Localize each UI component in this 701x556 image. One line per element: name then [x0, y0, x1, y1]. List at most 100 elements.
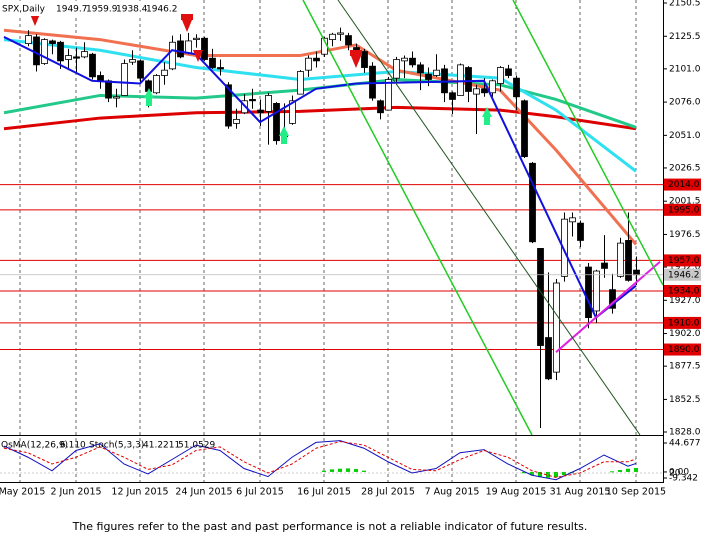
- last-price-tag: [664, 268, 701, 281]
- level-tag: [664, 316, 701, 329]
- level-tag: [664, 284, 701, 297]
- candle-body: [617, 242, 624, 277]
- y-tick-label: 2150.5: [669, 0, 701, 9]
- y-tick-label: 1976.5: [669, 230, 701, 240]
- x-tick-label: 12 Jun 2015: [111, 487, 168, 498]
- osma-bar: [562, 471, 566, 476]
- header-background: [0, 1, 178, 16]
- candle-body: [273, 103, 280, 142]
- osma-name: OsMA(12,26,9): [1, 441, 68, 451]
- candle-body: [49, 40, 56, 44]
- candle-body: [513, 77, 520, 98]
- up-arrow: [482, 107, 492, 125]
- y-tick-label: 1828.0: [669, 428, 701, 438]
- stoch-name: Stoch(5,3,3): [89, 441, 144, 451]
- osma-bar: [330, 469, 334, 472]
- osma-bar: [522, 471, 526, 474]
- candle-body: [97, 75, 104, 82]
- y-tick-label: 2076.0: [669, 98, 701, 108]
- candle-body: [249, 99, 256, 102]
- candle-body: [289, 100, 296, 124]
- candle-body: [129, 59, 136, 63]
- down-arrow: [181, 14, 193, 32]
- level-tag: [664, 203, 701, 216]
- osma-tick-label: 44.677: [669, 439, 701, 449]
- channel-line: [337, 0, 641, 436]
- osma-bar: [554, 471, 558, 478]
- osma-bar: [610, 471, 614, 473]
- osma-value: 6.110: [60, 441, 86, 451]
- candle-body: [305, 57, 312, 71]
- footnote: The figures refer to the past and past p…: [72, 520, 588, 533]
- candle-body: [25, 35, 32, 44]
- y-tick-label: 2051.0: [669, 131, 701, 141]
- level-label: 1957.0: [668, 256, 700, 266]
- candle-body: [153, 75, 160, 94]
- candle-body: [161, 69, 168, 76]
- candle-body: [609, 289, 616, 309]
- candle-body: [217, 67, 224, 70]
- down-arrow: [193, 50, 203, 62]
- x-tick-label: 2 Jun 2015: [50, 487, 101, 498]
- level-label: 1890.0: [668, 345, 700, 355]
- candle-body: [593, 270, 600, 312]
- high-price: 1959.9: [86, 5, 118, 15]
- plot: [0, 0, 663, 482]
- level-label: 2014.0: [668, 180, 700, 190]
- y-tick-label: 2001.5: [669, 197, 701, 207]
- indicator-line: [3, 36, 637, 320]
- osma-bar: [354, 469, 358, 472]
- stoch-line: [3, 440, 637, 479]
- candle-body: [561, 218, 568, 277]
- last-price-label: 1946.2: [668, 270, 700, 280]
- candle-body: [209, 57, 216, 68]
- level-label: 1995.0: [668, 205, 700, 215]
- low-price: 1938.4: [116, 5, 148, 15]
- level-tag: [664, 178, 701, 191]
- candle-body: [481, 88, 488, 94]
- osma-tick-label: -9.342: [669, 474, 698, 484]
- y-tick-label: 1902.0: [669, 329, 701, 339]
- candle-body: [105, 80, 112, 99]
- open-price: 1949.7: [56, 5, 88, 15]
- level-label: 1910.0: [668, 318, 700, 328]
- candle-body: [345, 35, 352, 46]
- up-arrow: [279, 126, 289, 144]
- candle-body: [113, 96, 120, 99]
- indicator-line: [3, 105, 637, 131]
- y-tick-label: 1927.0: [669, 296, 701, 306]
- osma-bar: [634, 467, 638, 472]
- candle-body: [545, 337, 552, 380]
- level-tag: [664, 343, 701, 356]
- osma-bar: [546, 471, 550, 478]
- level-label: 1934.0: [668, 286, 700, 296]
- candle-body: [361, 51, 368, 68]
- x-tick-label: May 2015: [0, 487, 45, 498]
- y-tick-label: 1952.0: [669, 263, 701, 273]
- x-tick-label: 28 Jul 2015: [361, 487, 415, 498]
- candle-body: [633, 269, 640, 276]
- y-tick-label: 2125.5: [669, 32, 701, 42]
- osma-bar: [538, 471, 542, 478]
- y-tick-label: 1852.5: [669, 395, 701, 405]
- stoch-signal: 51.0529: [178, 441, 215, 451]
- candle-body: [553, 282, 560, 373]
- candle-body: [313, 57, 320, 62]
- candle-body: [473, 88, 480, 95]
- candle-body: [601, 262, 608, 269]
- level-tag: [664, 254, 701, 267]
- indicator-line: [3, 440, 637, 481]
- candle-body: [497, 67, 504, 84]
- osma-bar: [346, 468, 350, 472]
- x-tick-label: 31 Aug 2015: [550, 487, 611, 498]
- candle-body: [417, 64, 424, 74]
- y-tick-label: 2101.0: [669, 64, 701, 74]
- channel-line: [302, 0, 533, 436]
- indicator-line: [555, 260, 661, 353]
- candle-body: [393, 59, 400, 79]
- candle-body: [185, 40, 192, 54]
- x-tick-label: 10 Sep 2015: [606, 487, 666, 498]
- x-tick-label: 24 Jun 2015: [175, 487, 232, 498]
- candle-body: [385, 79, 392, 111]
